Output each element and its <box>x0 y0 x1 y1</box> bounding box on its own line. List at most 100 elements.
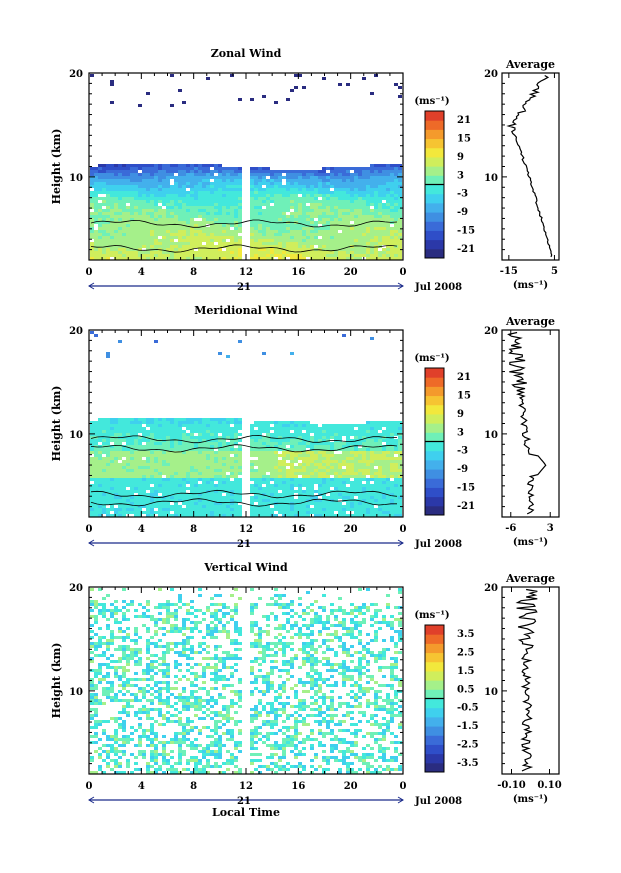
date-month-label: Jul 2008 <box>414 282 462 293</box>
colorbar-tick-label: 9 <box>457 409 464 420</box>
x-tick-label: 16 <box>291 524 305 535</box>
x-tick-label: 4 <box>138 781 145 792</box>
profile-unit: (ms⁻¹) <box>513 280 548 291</box>
date-month-label: Jul 2008 <box>414 796 462 807</box>
colorbar-swatch <box>425 368 444 378</box>
colorbar-swatch <box>425 735 444 745</box>
date-day-label: 21 <box>237 796 251 807</box>
x-tick-label: 0 <box>400 267 407 278</box>
colorbar-swatch <box>425 689 444 699</box>
x-tick-label: 4 <box>138 524 145 535</box>
x-tick-label: 8 <box>190 524 197 535</box>
profile-line <box>515 588 538 772</box>
colorbar-swatch <box>425 450 444 461</box>
panel-title: Zonal Wind <box>211 47 282 60</box>
colorbar-swatch <box>425 423 444 433</box>
colorbar-swatch <box>425 239 444 250</box>
colorbar-swatch <box>425 212 444 222</box>
colorbar-swatch <box>425 175 444 185</box>
colorbar-swatch <box>425 707 444 718</box>
colorbar-tick-label: -2.5 <box>457 739 479 750</box>
colorbar-unit: (ms⁻¹) <box>414 96 449 107</box>
contour-line <box>90 444 398 453</box>
x-tick-label: 12 <box>239 781 253 792</box>
colorbar-swatch <box>425 634 444 644</box>
heatmap-cells <box>90 331 402 517</box>
colorbar-tick-label: -15 <box>457 225 475 236</box>
colorbar-swatch <box>425 202 444 213</box>
heatmap-cells <box>90 588 402 774</box>
profile-x-tick-label: 0.10 <box>537 780 561 791</box>
x-tick-label: 8 <box>190 267 197 278</box>
colorbar-swatch <box>425 661 444 672</box>
colorbar-tick-label: -15 <box>457 482 475 493</box>
contour-line <box>90 489 398 499</box>
colorbar-swatch <box>425 478 444 488</box>
colorbar-swatch <box>425 432 444 442</box>
colorbar-swatch <box>425 138 444 149</box>
profile-title: Average <box>505 315 555 328</box>
profile-y-tick-label: 10 <box>484 430 498 441</box>
profile-x-tick-label: 5 <box>551 266 558 277</box>
colorbar-tick-label: 21 <box>457 115 471 126</box>
x-tick-label: 8 <box>190 781 197 792</box>
date-bar-arrow <box>397 796 404 804</box>
heatmap-cells <box>90 74 402 260</box>
colorbar-swatch <box>425 698 444 709</box>
colorbar-tick-label: 9 <box>457 152 464 163</box>
colorbar-swatch <box>425 193 444 204</box>
profile-frame <box>501 329 560 518</box>
x-tick-label: 12 <box>239 524 253 535</box>
panel-meridional: Meridional Wind 0 4 8 12 16 20 0 20 10 Height (km)… <box>50 304 560 550</box>
y-tick-label: 20 <box>69 326 83 337</box>
profile-frame <box>501 72 560 261</box>
x-tick-label: 12 <box>239 267 253 278</box>
profile-y-tick-label: 10 <box>484 173 498 184</box>
colorbar-unit: (ms⁻¹) <box>414 610 449 621</box>
date-bar-arrow <box>397 539 404 547</box>
colorbar-swatch <box>425 377 444 387</box>
panel-title: Meridional Wind <box>194 304 298 317</box>
colorbar-swatch <box>425 386 444 397</box>
x-tick-label: 0 <box>86 524 93 535</box>
date-month-label: Jul 2008 <box>414 539 462 550</box>
x-tick-label: 4 <box>138 267 145 278</box>
y-tick-label: 10 <box>69 430 83 441</box>
x-tick-label: 16 <box>291 781 305 792</box>
profile-unit: (ms⁻¹) <box>513 794 548 805</box>
colorbar-tick-label: -9 <box>457 464 468 475</box>
date-bar-arrow <box>88 796 95 804</box>
contour-line <box>90 434 398 444</box>
colorbar-swatch <box>425 230 444 241</box>
date-bar-arrow <box>397 282 404 290</box>
colorbar-tick-label: 21 <box>457 372 471 383</box>
x-tick-label: 20 <box>344 267 358 278</box>
date-day-label: 21 <box>237 539 251 550</box>
profile-x-tick-label: 3 <box>547 523 554 534</box>
y-axis-label: Height (km) <box>50 129 63 205</box>
profile-title: Average <box>505 572 555 585</box>
colorbar-swatch <box>425 395 444 406</box>
contour-line <box>90 498 397 507</box>
x-tick-label: 0 <box>400 781 407 792</box>
colorbar-swatch <box>425 147 444 158</box>
colorbar-swatch <box>425 129 444 140</box>
colorbar-tick-label: -0.5 <box>457 703 479 714</box>
colorbar-tick-label: 3.5 <box>457 629 474 640</box>
colorbar-swatch <box>425 716 444 727</box>
colorbar-tick-label: 3 <box>457 170 464 181</box>
panel-title: Vertical Wind <box>203 561 288 574</box>
x-tick-label: 0 <box>86 781 93 792</box>
colorbar-swatch <box>425 762 444 773</box>
x-tick-label: 0 <box>86 267 93 278</box>
colorbar-swatch <box>425 166 444 176</box>
colorbar-swatch <box>425 459 444 470</box>
x-tick-label: 20 <box>344 781 358 792</box>
colorbar-tick-label: -3.5 <box>457 758 479 769</box>
colorbar-tick-label: 3 <box>457 427 464 438</box>
profile-title: Average <box>505 58 555 71</box>
colorbar-tick-label: -21 <box>457 501 475 512</box>
panel-vertical: Vertical Wind 0 4 8 12 16 20 0 20 10 Height (km) 21… <box>50 561 562 819</box>
colorbar-swatch <box>425 156 444 167</box>
